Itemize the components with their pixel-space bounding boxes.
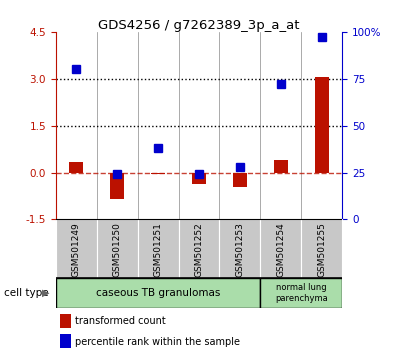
Text: GSM501249: GSM501249 bbox=[72, 222, 81, 277]
Text: GSM501253: GSM501253 bbox=[236, 222, 244, 277]
Bar bbox=[138, 219, 179, 278]
Text: cell type: cell type bbox=[4, 288, 49, 298]
Text: GSM501254: GSM501254 bbox=[276, 222, 285, 277]
Bar bbox=[69, 162, 83, 172]
Bar bbox=[260, 219, 301, 278]
Text: transformed count: transformed count bbox=[76, 316, 166, 326]
Bar bbox=[233, 172, 247, 187]
Bar bbox=[179, 219, 219, 278]
Bar bbox=[97, 219, 138, 278]
Text: caseous TB granulomas: caseous TB granulomas bbox=[96, 288, 220, 298]
Text: percentile rank within the sample: percentile rank within the sample bbox=[76, 337, 240, 347]
Text: GSM501251: GSM501251 bbox=[154, 222, 162, 277]
Bar bbox=[219, 219, 260, 278]
Bar bbox=[151, 172, 165, 174]
Bar bbox=[192, 172, 206, 183]
Bar bbox=[110, 172, 124, 199]
Bar bbox=[315, 77, 329, 172]
Bar bbox=[60, 314, 71, 328]
Text: GSM501250: GSM501250 bbox=[113, 222, 122, 277]
Text: GDS4256 / g7262389_3p_a_at: GDS4256 / g7262389_3p_a_at bbox=[98, 19, 300, 33]
Bar bbox=[56, 278, 260, 308]
Bar bbox=[60, 334, 71, 348]
Bar bbox=[301, 219, 342, 278]
Text: ▶: ▶ bbox=[42, 288, 49, 298]
Bar bbox=[56, 219, 97, 278]
Bar bbox=[274, 160, 288, 172]
Text: GSM501255: GSM501255 bbox=[317, 222, 326, 277]
Text: normal lung
parenchyma: normal lung parenchyma bbox=[275, 283, 328, 303]
Text: GSM501252: GSM501252 bbox=[195, 222, 203, 277]
Bar bbox=[260, 278, 342, 308]
